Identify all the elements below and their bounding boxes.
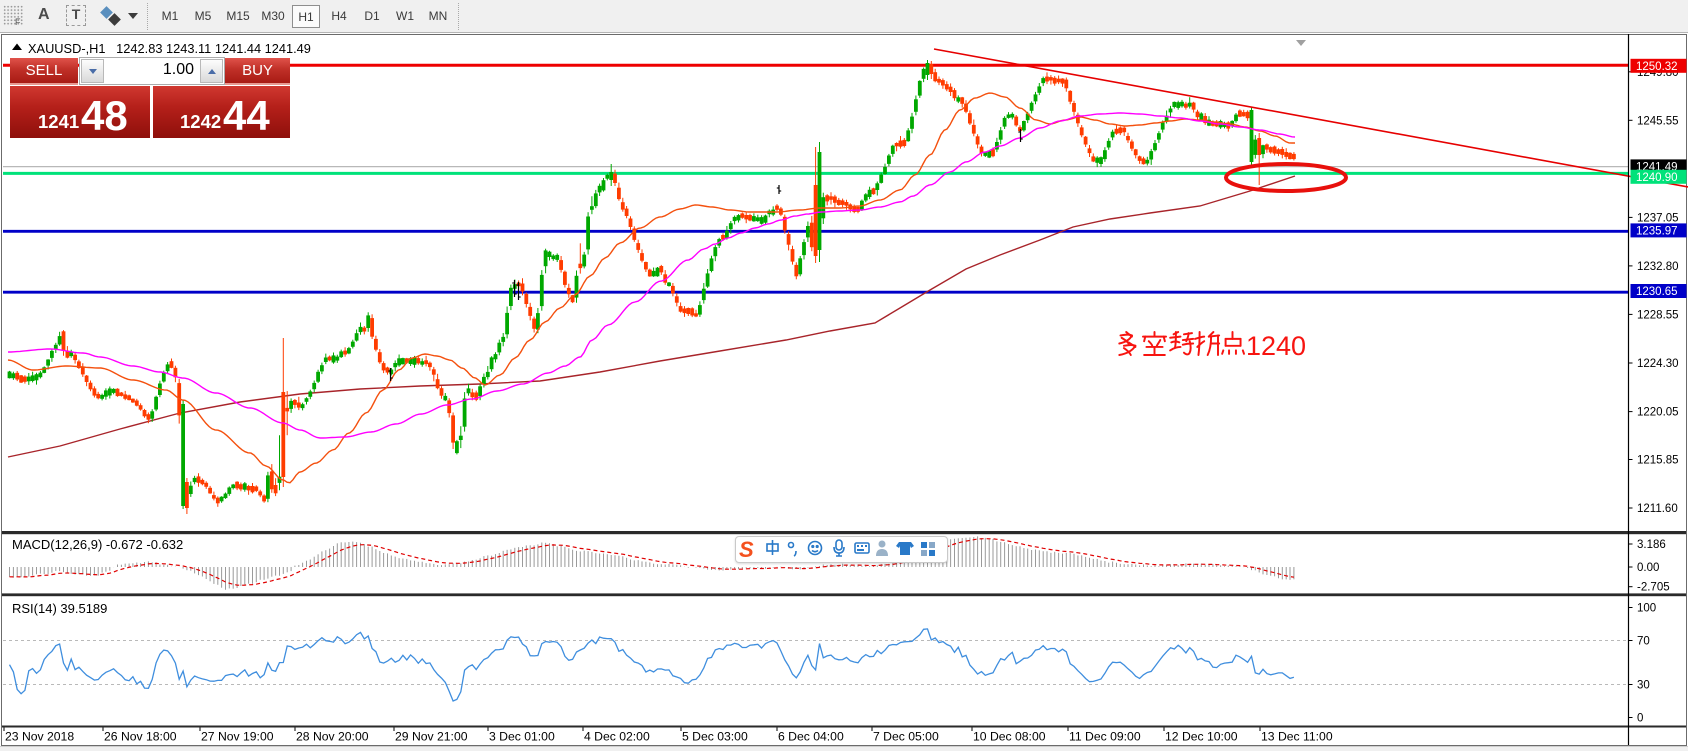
svg-text:23 Nov 2018: 23 Nov 2018 — [5, 730, 74, 744]
svg-text:1250.32: 1250.32 — [1636, 61, 1678, 73]
svg-text:1235.97: 1235.97 — [1636, 225, 1678, 237]
svg-text:0.00: 0.00 — [1637, 562, 1659, 574]
svg-text:27 Nov 19:00: 27 Nov 19:00 — [201, 730, 274, 744]
svg-text:1220.05: 1220.05 — [1637, 407, 1679, 419]
svg-text:4 Dec 02:00: 4 Dec 02:00 — [584, 730, 650, 744]
svg-text:1232.80: 1232.80 — [1637, 261, 1679, 273]
svg-text:6 Dec 04:00: 6 Dec 04:00 — [778, 730, 844, 744]
svg-text:1230.65: 1230.65 — [1636, 286, 1678, 298]
svg-text:13 Dec 11:00: 13 Dec 11:00 — [1261, 730, 1333, 744]
svg-text:1215.85: 1215.85 — [1637, 455, 1679, 467]
svg-text:1245.55: 1245.55 — [1637, 115, 1679, 127]
svg-text:12 Dec 10:00: 12 Dec 10:00 — [1165, 730, 1238, 744]
svg-text:3.186: 3.186 — [1637, 539, 1666, 551]
svg-text:29 Nov 21:00: 29 Nov 21:00 — [395, 730, 468, 744]
svg-text:S: S — [739, 537, 754, 562]
svg-text:28 Nov 20:00: 28 Nov 20:00 — [296, 730, 369, 744]
svg-text:XAUUSD-,H1 1242.83 1243.11 1: XAUUSD-,H1 1242.83 1243.11 1241.44 1241.… — [28, 41, 311, 56]
svg-text:RSI(14) 39.5189: RSI(14) 39.5189 — [12, 601, 107, 616]
svg-text:30: 30 — [1637, 680, 1650, 692]
svg-text:1211.60: 1211.60 — [1637, 503, 1678, 515]
svg-text:1228.55: 1228.55 — [1637, 309, 1679, 321]
svg-text:-2.705: -2.705 — [1637, 582, 1670, 594]
svg-text:1237.05: 1237.05 — [1637, 212, 1679, 224]
svg-text:100: 100 — [1637, 603, 1656, 615]
svg-text:70: 70 — [1637, 636, 1650, 648]
svg-text:11 Dec 09:00: 11 Dec 09:00 — [1069, 730, 1141, 744]
svg-text:3 Dec 01:00: 3 Dec 01:00 — [489, 730, 555, 744]
svg-text:1240: 1240 — [1246, 331, 1306, 361]
svg-text:7 Dec 05:00: 7 Dec 05:00 — [873, 730, 939, 744]
svg-text:5 Dec 03:00: 5 Dec 03:00 — [682, 730, 748, 744]
svg-text:10 Dec 08:00: 10 Dec 08:00 — [973, 730, 1046, 744]
svg-text:0: 0 — [1637, 713, 1643, 725]
svg-text:26 Nov 18:00: 26 Nov 18:00 — [104, 730, 177, 744]
svg-text:MACD(12,26,9) -0.672 -0.632: MACD(12,26,9) -0.672 -0.632 — [12, 537, 183, 552]
svg-text:1224.30: 1224.30 — [1637, 358, 1679, 370]
svg-text:1240.90: 1240.90 — [1636, 172, 1678, 184]
